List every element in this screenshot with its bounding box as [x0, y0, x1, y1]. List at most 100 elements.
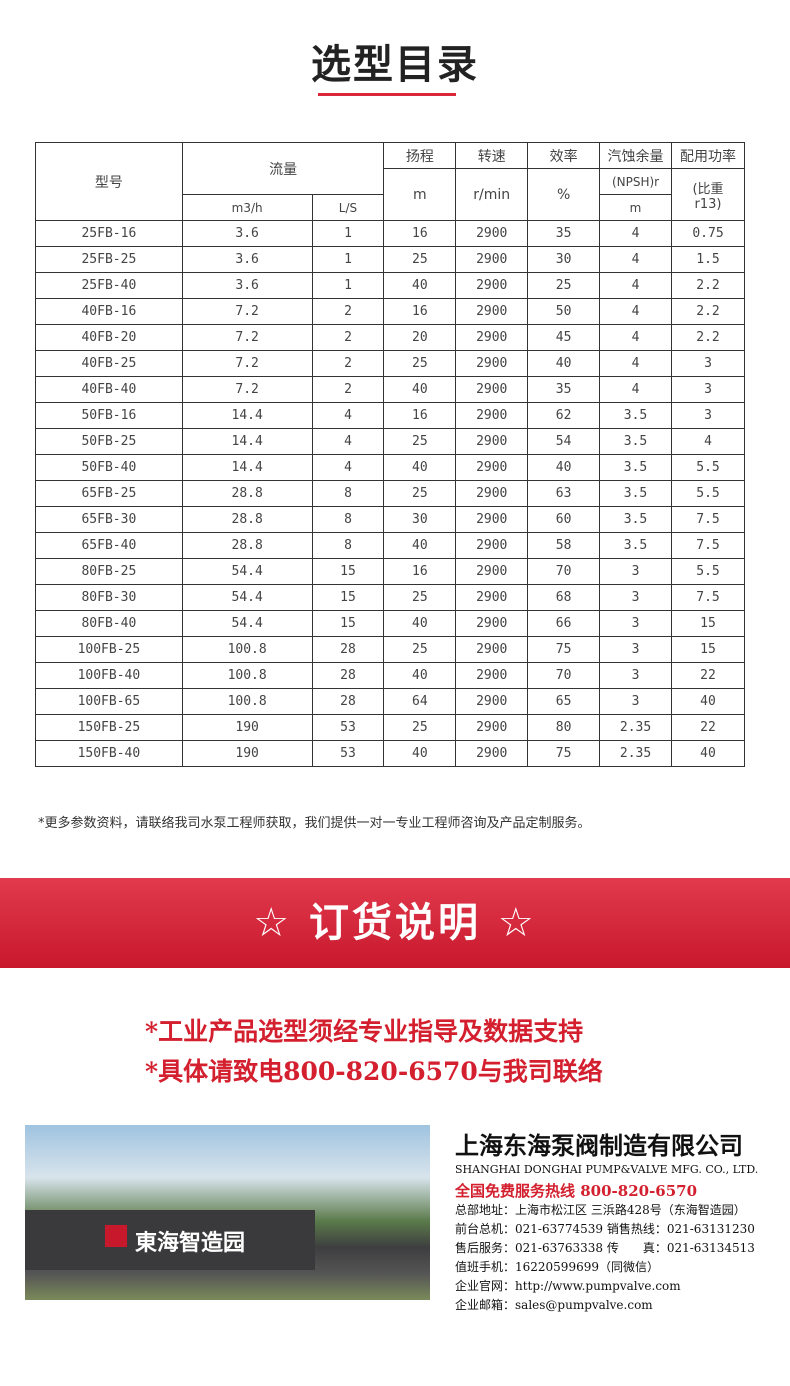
table-cell: 3: [599, 636, 672, 663]
table-cell: 100FB-25: [35, 636, 183, 663]
table-cell: 190: [181, 714, 313, 741]
table-cell: 2900: [455, 584, 529, 611]
table-cell: 15: [671, 610, 745, 637]
table-cell: 4: [599, 298, 672, 325]
table-cell: 2: [311, 350, 385, 377]
table-cell: 15: [311, 558, 385, 585]
table-cell: 2.2: [671, 272, 745, 299]
table-cell: 22: [671, 662, 745, 689]
table-cell: 40: [383, 454, 457, 481]
table-cell: 100.8: [181, 636, 313, 663]
table-cell: 40: [383, 610, 457, 637]
table-cell: 40: [383, 740, 457, 767]
table-cell: 7.5: [671, 584, 745, 611]
table-cell: 2.35: [599, 740, 672, 767]
table-cell: 100.8: [181, 688, 313, 715]
table-cell: 2.35: [599, 714, 672, 741]
title-underline: [318, 93, 456, 96]
table-cell: 40FB-40: [35, 376, 183, 403]
header-power-sub: (比重 r13): [671, 168, 745, 221]
table-cell: 3.5: [599, 480, 672, 507]
header-npsh-unit: m: [599, 194, 672, 221]
table-row: 25FB-16 3.6 1 16 2900 35 4 0.75: [35, 220, 745, 247]
header-flow-ls: L/S: [311, 194, 385, 221]
footnote: *更多参数资料，请联络我司水泵工程师获取，我们提供一对一专业工程师咨询及产品定制…: [38, 816, 591, 831]
table-cell: 100FB-40: [35, 662, 183, 689]
table-cell: 4: [599, 324, 672, 351]
table-cell: 150FB-40: [35, 740, 183, 767]
table-cell: 7.2: [181, 298, 313, 325]
table-cell: 25: [383, 480, 457, 507]
table-cell: 50FB-16: [35, 402, 183, 429]
table-cell: 35: [527, 220, 601, 247]
table-cell: 30: [527, 246, 601, 273]
header-flow: 流量: [181, 142, 385, 195]
table-cell: 4: [311, 454, 385, 481]
table-cell: 3: [599, 584, 672, 611]
table-cell: 2: [311, 376, 385, 403]
table-cell: 7.2: [181, 350, 313, 377]
table-row: 150FB-25 190 53 25 2900 80 2.35 22: [35, 714, 745, 741]
table-cell: 40: [527, 454, 601, 481]
table-cell: 2900: [455, 246, 529, 273]
hotline: 全国免费服务热线 800-820-6570: [455, 1182, 698, 1200]
table-cell: 66: [527, 610, 601, 637]
table-cell: 53: [311, 740, 385, 767]
table-cell: 3: [671, 376, 745, 403]
table-cell: 40: [671, 740, 745, 767]
table-row: 100FB-40 100.8 28 40 2900 70 3 22: [35, 662, 745, 689]
table-cell: 4: [599, 220, 672, 247]
table-cell: 2900: [455, 428, 529, 455]
table-cell: 3.6: [181, 272, 313, 299]
header-power: 配用功率: [671, 142, 745, 169]
table-cell: 54.4: [181, 584, 313, 611]
table-cell: 100FB-65: [35, 688, 183, 715]
table-cell: 3: [599, 610, 672, 637]
table-cell: 4: [599, 350, 672, 377]
table-cell: 28: [311, 688, 385, 715]
table-cell: 2900: [455, 480, 529, 507]
table-cell: 3: [599, 662, 672, 689]
table-cell: 50FB-25: [35, 428, 183, 455]
table-cell: 8: [311, 480, 385, 507]
table-cell: 65FB-40: [35, 532, 183, 559]
table-cell: 3.5: [599, 532, 672, 559]
table-cell: 2900: [455, 610, 529, 637]
table-cell: 15: [671, 636, 745, 663]
table-row: 150FB-40 190 53 40 2900 75 2.35 40: [35, 740, 745, 767]
table-cell: 2.2: [671, 298, 745, 325]
table-cell: 25FB-25: [35, 246, 183, 273]
selection-table: 型号 流量 扬程 转速 效率 汽蚀余量 配用功率 m r/min % (NPSH…: [35, 142, 745, 767]
email-link[interactable]: 企业邮箱：sales@pumpvalve.com: [455, 1298, 653, 1312]
order-banner: ☆ 订货说明 ☆: [0, 878, 790, 968]
table-row: 40FB-40 7.2 2 40 2900 35 4 3: [35, 376, 745, 403]
table-cell: 80: [527, 714, 601, 741]
table-cell: 64: [383, 688, 457, 715]
company-info: 上海东海泵阀制造有限公司 SHANGHAI DONGHAI PUMP&VALVE…: [455, 1126, 758, 1315]
table-cell: 53: [311, 714, 385, 741]
table-cell: 25FB-40: [35, 272, 183, 299]
table-cell: 40: [383, 272, 457, 299]
table-cell: 80FB-30: [35, 584, 183, 611]
website-link[interactable]: 企业官网：http://www.pumpvalve.com: [455, 1279, 681, 1293]
table-cell: 16: [383, 558, 457, 585]
company-name-en: SHANGHAI DONGHAI PUMP&VALVE MFG. CO., LT…: [455, 1163, 759, 1176]
table-cell: 80FB-25: [35, 558, 183, 585]
header-head: 扬程: [383, 142, 457, 169]
table-cell: 25: [383, 636, 457, 663]
sign-wall: [25, 1210, 315, 1270]
table-cell: 70: [527, 558, 601, 585]
table-cell: 14.4: [181, 402, 313, 429]
table-cell: 4: [311, 428, 385, 455]
table-cell: 1: [311, 246, 385, 273]
table-row: 80FB-25 54.4 15 16 2900 70 3 5.5: [35, 558, 745, 585]
table-cell: 2900: [455, 272, 529, 299]
table-cell: 65FB-25: [35, 480, 183, 507]
table-cell: 4: [599, 272, 672, 299]
table-cell: 3: [671, 350, 745, 377]
table-row: 65FB-30 28.8 8 30 2900 60 3.5 7.5: [35, 506, 745, 533]
table-cell: 40FB-16: [35, 298, 183, 325]
table-cell: 2900: [455, 714, 529, 741]
table-cell: 54.4: [181, 610, 313, 637]
table-cell: 16: [383, 298, 457, 325]
